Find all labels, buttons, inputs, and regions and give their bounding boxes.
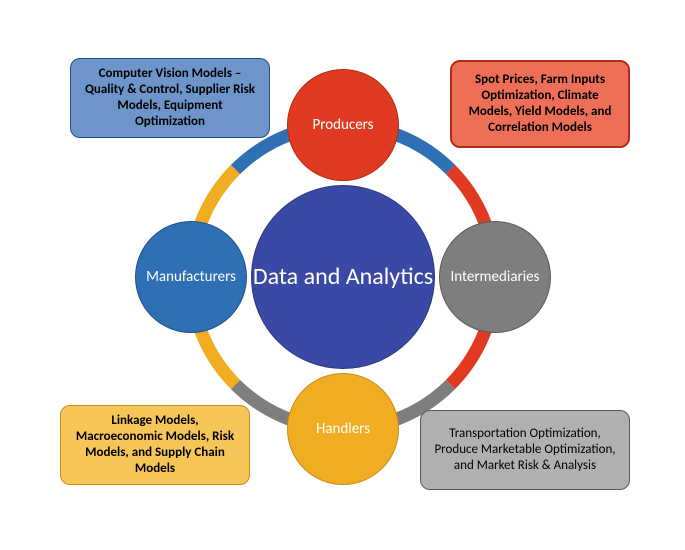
node-manufacturers: Manufacturers xyxy=(135,221,247,333)
desc-producers: Spot Prices, Farm Inputs Optimization, C… xyxy=(450,60,630,148)
node-intermediaries: Intermediaries xyxy=(439,221,551,333)
node-intermediaries-label: Intermediaries xyxy=(450,269,539,286)
node-handlers-label: Handlers xyxy=(316,421,370,438)
desc-handlers-text: Linkage Models, Macroeconomic Models, Ri… xyxy=(71,413,239,478)
desc-intermediaries: Transportation Optimization, Produce Mar… xyxy=(420,410,630,490)
diagram-stage: { "diagram": { "type": "network", "backg… xyxy=(0,0,685,550)
node-producers-label: Producers xyxy=(312,117,373,134)
desc-handlers: Linkage Models, Macroeconomic Models, Ri… xyxy=(60,405,250,485)
center-label: Data and Analytics xyxy=(253,263,433,292)
node-producers: Producers xyxy=(287,69,399,181)
node-handlers: Handlers xyxy=(287,373,399,485)
desc-producers-text: Spot Prices, Farm Inputs Optimization, C… xyxy=(462,72,618,137)
node-manufacturers-label: Manufacturers xyxy=(146,269,236,286)
desc-intermediaries-text: Transportation Optimization, Produce Mar… xyxy=(431,426,619,475)
center-node: Data and Analytics xyxy=(251,185,435,369)
desc-manufacturers-text: Computer Vision Models – Quality & Contr… xyxy=(81,66,259,131)
desc-manufacturers: Computer Vision Models – Quality & Contr… xyxy=(70,58,270,138)
